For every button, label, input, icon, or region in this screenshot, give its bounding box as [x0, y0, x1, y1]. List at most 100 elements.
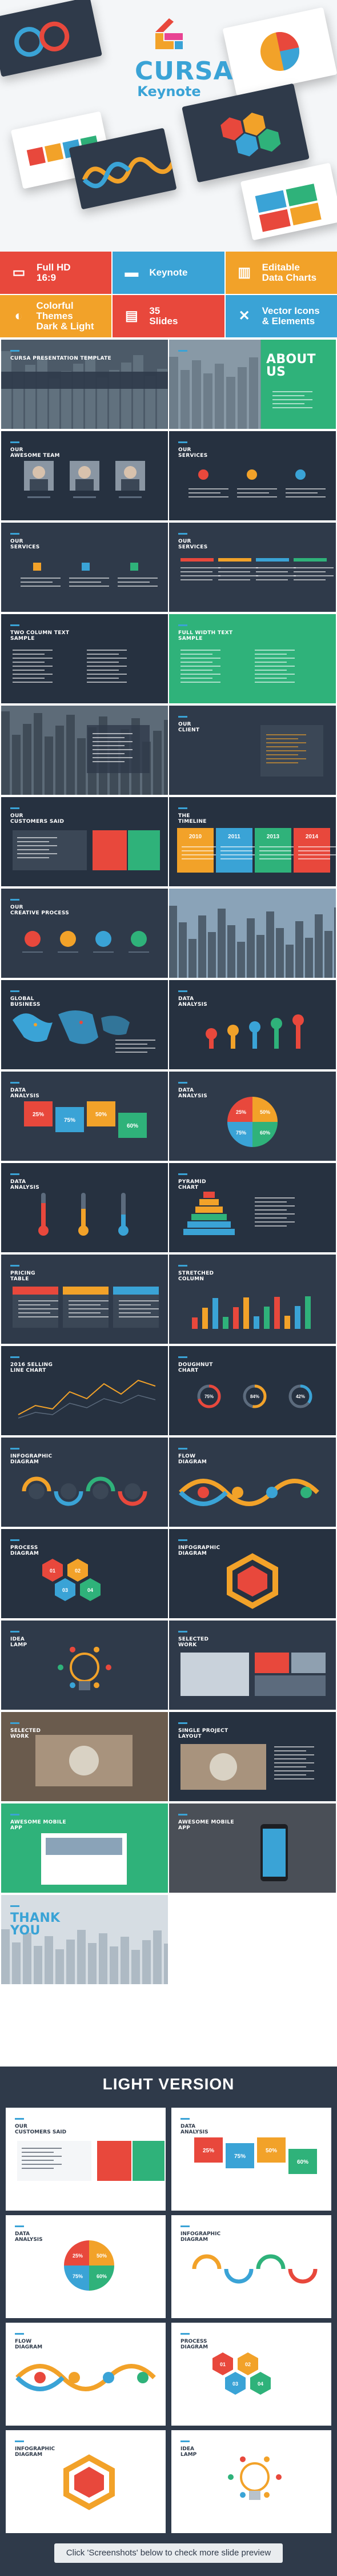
slide-thumbnail[interactable]: 75% 84% 42% DOUGHNUT CHART: [169, 1346, 336, 1435]
slide-title: PRICING TABLE: [10, 1271, 35, 1282]
light-slide-gallery: OUR CUSTOMERS SAID 25% 75% 50% 60% DATA ANALY…: [0, 2102, 337, 2537]
slide-thumbnail[interactable]: 25% 50% 75% 60% DATA ANALYSIS: [169, 1072, 336, 1161]
slide-thumbnail[interactable]: PRICING TABLE: [1, 1255, 168, 1344]
slide-thumbnail[interactable]: FULL WIDTH TEXT SAMPLE: [169, 614, 336, 703]
slide-thumbnail[interactable]: OUR AWESOME TEAM: [1, 431, 168, 520]
svg-text:75%: 75%: [64, 1117, 75, 1124]
slide-thumbnail[interactable]: 25% 75% 50% 60% DATA ANALYSIS: [1, 1072, 168, 1161]
title-accent: [15, 2225, 24, 2227]
feature-tile: ▬ Keynote: [113, 252, 224, 294]
slide-thumbnail[interactable]: DATA ANALYSIS: [169, 980, 336, 1069]
slide-thumbnail[interactable]: AWESOME MOBILE APP: [1, 1803, 168, 1893]
slide-graphic: 25% 75% 50% 60%: [24, 1101, 147, 1138]
slide-thumbnail[interactable]: INFOGRAPHIC DIAGRAM: [1, 1438, 168, 1527]
slide-thumbnail[interactable]: IDEA LAMP: [1, 1621, 168, 1710]
feature-tile: ▭ Full HD 16:9: [0, 252, 112, 294]
hero-card-graphic: [14, 21, 70, 57]
title-accent: [10, 1631, 19, 1633]
slide-title: FLOW DIAGRAM: [15, 2339, 43, 2350]
slide-thumbnail[interactable]: OUR CREATIVE PROCESS: [1, 889, 168, 978]
hero-card-graphic: [82, 157, 176, 189]
title-accent: [178, 1722, 187, 1724]
slide-thumbnail[interactable]: PYRAMID CHART: [169, 1163, 336, 1252]
light-slide-thumbnail[interactable]: IDEA LAMP: [171, 2430, 331, 2533]
slide-thumbnail[interactable]: OUR CUSTOMERS SAID: [1, 797, 168, 886]
slide-thumbnail[interactable]: OUR SERVICES: [169, 431, 336, 520]
slide-graphic: [183, 1192, 295, 1235]
slide-title: DATA ANALYSIS: [180, 2124, 208, 2135]
slide-thumbnail[interactable]: CURSA PRESENTATION TEMPLATE: [1, 340, 168, 429]
light-slide-thumbnail[interactable]: INFOGRAPHIC DIAGRAM: [171, 2215, 331, 2318]
title-accent: [10, 1814, 19, 1815]
svg-text:60%: 60%: [127, 1123, 138, 1129]
slide-graphic: [63, 2454, 115, 2510]
slide-graphic: 25% 50% 75% 60%: [64, 2240, 114, 2291]
title-accent: [178, 350, 187, 352]
light-slide-thumbnail[interactable]: 25% 50% 75% 60% DATA ANALYSIS: [6, 2215, 166, 2318]
svg-text:02: 02: [245, 2362, 251, 2367]
svg-text:04: 04: [258, 2381, 263, 2387]
slide-thumbnail[interactable]: THANK YOU: [1, 1895, 168, 1984]
slide-thumbnail[interactable]: SELECTED WORK: [169, 1621, 336, 1710]
title-accent: [15, 2440, 24, 2442]
title-accent: [178, 807, 187, 809]
slide-thumbnail[interactable]: FLOW DIAGRAM: [169, 1438, 336, 1527]
svg-text:02: 02: [75, 1568, 81, 1574]
slide-title: DATA ANALYSIS: [178, 996, 208, 1008]
slide-title: DATA ANALYSIS: [178, 1088, 208, 1099]
light-slide-thumbnail[interactable]: 25% 75% 50% 60% DATA ANALYSIS: [171, 2108, 331, 2211]
slide-title: DATA ANALYSIS: [10, 1179, 40, 1191]
title-accent: [178, 1814, 187, 1815]
slide-graphic: [1, 1803, 168, 1893]
slide-title: PROCESS DIAGRAM: [180, 2339, 208, 2350]
slide-title: OUR CUSTOMERS SAID: [10, 813, 65, 825]
title-accent: [178, 1356, 187, 1358]
brand-title: CURSA: [135, 57, 234, 86]
slide-thumbnail[interactable]: OUR CLIENT: [169, 706, 336, 795]
slide-thumbnail[interactable]: TWO COLUMN TEXT SAMPLE: [1, 614, 168, 703]
slide-thumbnail[interactable]: 01 02 03 04 PROCESS DIAGRAM: [1, 1529, 168, 1618]
slide-thumbnail[interactable]: SELECTED WORK: [1, 1712, 168, 1801]
light-slide-thumbnail[interactable]: INFOGRAPHIC DIAGRAM: [6, 2430, 166, 2533]
title-accent: [15, 2118, 24, 2120]
slide-graphic: 25% 50% 75% 60%: [227, 1097, 278, 1147]
hero-card-graphic: [255, 184, 322, 232]
svg-text:25%: 25%: [236, 1109, 246, 1115]
tools-icon: ✕: [238, 308, 250, 324]
light-slide-thumbnail[interactable]: FLOW DIAGRAM: [6, 2323, 166, 2426]
slide-graphic: [192, 2254, 318, 2284]
title-accent: [178, 1082, 187, 1084]
slide-thumbnail[interactable]: ABOUT US: [169, 340, 336, 429]
svg-text:42%: 42%: [296, 1394, 305, 1399]
slide-title: OUR CLIENT: [178, 722, 200, 733]
slide-thumbnail[interactable]: 2016 SELLING LINE CHART: [1, 1346, 168, 1435]
slide-title: PYRAMID CHART: [178, 1179, 206, 1191]
folder-icon: ▬: [125, 265, 139, 280]
slide-graphic: 01 02 03 04: [42, 1559, 101, 1601]
title-accent: [10, 533, 19, 535]
slide-thumbnail[interactable]: INFOGRAPHIC DIAGRAM: [169, 1529, 336, 1618]
light-slide-thumbnail[interactable]: OUR CUSTOMERS SAID: [6, 2108, 166, 2211]
svg-text:01: 01: [220, 2362, 226, 2367]
slide-title: INFOGRAPHIC DIAGRAM: [178, 1545, 220, 1556]
title-accent: [180, 2333, 190, 2335]
slide-thumbnail[interactable]: DATA ANALYSIS: [1, 1163, 168, 1252]
slide-thumbnail[interactable]: STRETCHED COLUMN: [169, 1255, 336, 1344]
slide-thumbnail[interactable]: OUR SERVICES: [1, 523, 168, 612]
slide-thumbnail[interactable]: GLOBAL BUSINESS: [1, 980, 168, 1069]
slide-graphic: [192, 1296, 311, 1329]
slide-thumbnail[interactable]: [169, 889, 336, 978]
title-accent: [178, 533, 187, 535]
slide-graphic: [1, 1712, 168, 1801]
slide-thumbnail[interactable]: AWESOME MOBILE APP: [169, 1803, 336, 1893]
chart-icon: ▥: [238, 265, 251, 280]
slide-thumbnail[interactable]: [1, 706, 168, 795]
slide-title: DOUGHNUT CHART: [178, 1362, 213, 1373]
light-slide-thumbnail[interactable]: 01 02 03 04 PROCESS DIAGRAM: [171, 2323, 331, 2426]
slide-thumbnail[interactable]: SINGLE PROJECT LAYOUT: [169, 1712, 336, 1801]
slide-title: AWESOME MOBILE APP: [178, 1819, 234, 1831]
slide-thumbnail[interactable]: 2010 2011 2013 2014 THE TIMELINE: [169, 797, 336, 886]
slide-thumbnail[interactable]: OUR SERVICES: [169, 523, 336, 612]
hero-preview-card: [222, 7, 337, 96]
svg-text:75%: 75%: [73, 2274, 83, 2279]
